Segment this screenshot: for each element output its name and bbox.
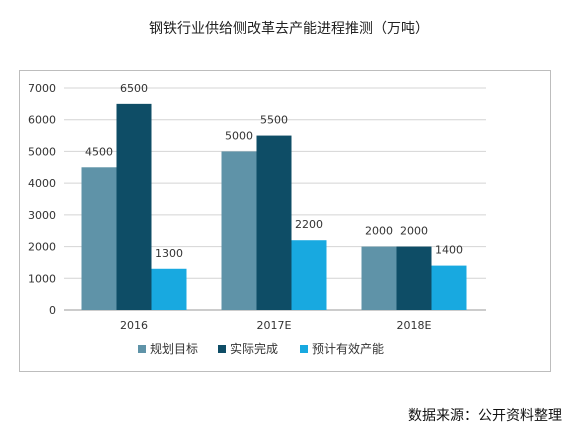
data-label: 1300 — [155, 247, 183, 260]
x-tick-label: 2016 — [120, 319, 148, 332]
data-label: 2200 — [295, 218, 323, 231]
y-tick-label: 6000 — [28, 114, 56, 127]
bar-2-2018E — [396, 246, 432, 310]
y-tick-label: 3000 — [28, 209, 56, 222]
data-label: 5500 — [260, 114, 288, 127]
bar-3-2017E — [291, 240, 327, 310]
source-note: 数据来源：公开资料整理 — [408, 408, 562, 424]
data-label: 2000 — [400, 225, 428, 238]
data-label: 5000 — [225, 129, 253, 142]
legend-label: 预计有效产能 — [312, 341, 384, 356]
x-tick-label: 2017E — [257, 319, 292, 332]
y-tick-label: 7000 — [28, 82, 56, 95]
chart-frame — [19, 70, 551, 372]
chart-title: 钢铁行业供给侧改革去产能进程推测（万吨） — [149, 21, 429, 37]
legend-swatch — [218, 345, 226, 353]
bar-3-2018E — [431, 265, 467, 310]
bar-3-2016 — [151, 268, 187, 310]
y-tick-label: 1000 — [28, 272, 56, 285]
legend-swatch — [300, 345, 308, 353]
data-label: 6500 — [120, 82, 148, 95]
bar-1-2017E — [221, 151, 257, 310]
y-tick-label: 2000 — [28, 241, 56, 254]
legend-swatch — [138, 345, 146, 353]
y-tick-label: 4000 — [28, 177, 56, 190]
bar-1-2018E — [361, 246, 397, 310]
bar-2-2016 — [116, 103, 152, 310]
data-label: 4500 — [85, 145, 113, 158]
x-tick-label: 2018E — [397, 319, 432, 332]
y-tick-label: 0 — [49, 304, 56, 317]
bar-1-2016 — [81, 167, 117, 310]
data-label: 2000 — [365, 225, 393, 238]
data-label: 1400 — [435, 244, 463, 257]
legend-label: 实际完成 — [230, 341, 278, 356]
legend-label: 规划目标 — [150, 341, 198, 356]
bar-2-2017E — [256, 135, 292, 310]
y-tick-label: 5000 — [28, 145, 56, 158]
